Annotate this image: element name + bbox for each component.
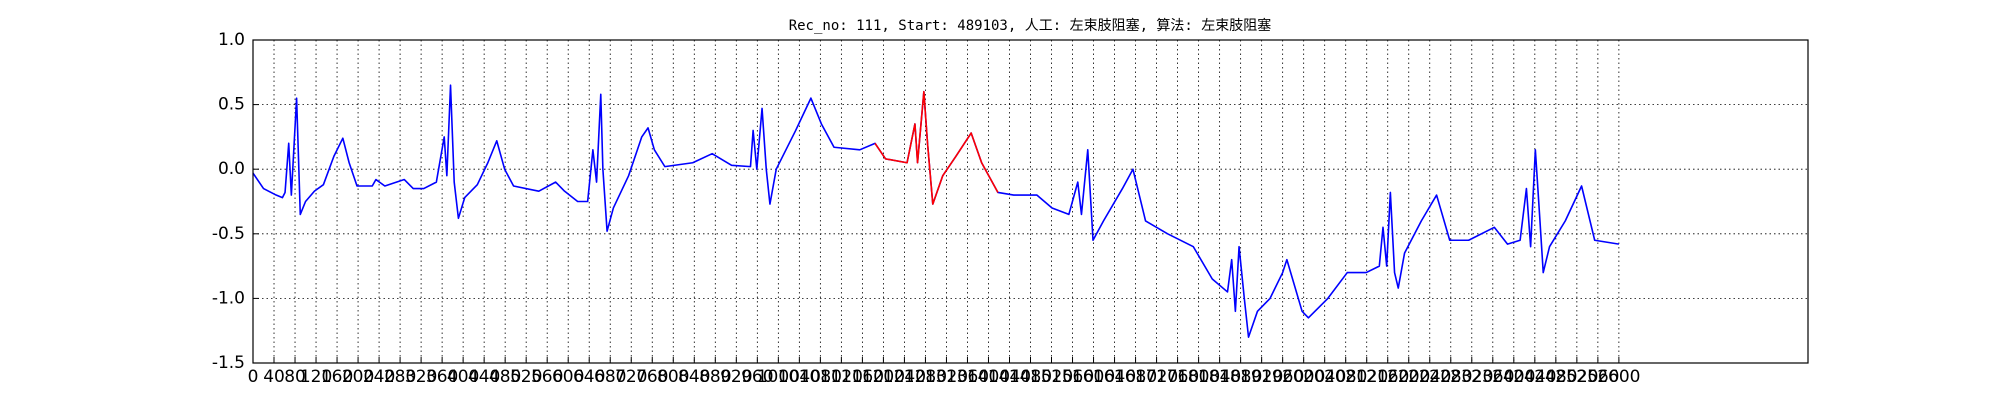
x-tick-label: 1600 [1072,367,1115,387]
x-tick-label: 2480 [1534,367,1577,387]
x-tick-label: 800 [657,367,689,387]
x-tick-label: 1960 [1261,367,1304,387]
x-tick-label: 1720 [1135,367,1178,387]
x-tick-label: 360 [426,367,458,387]
x-tick-label: 2280 [1429,367,1472,387]
y-tick-label: -1.5 [212,353,245,373]
x-tick-label: 400 [447,367,479,387]
x-tick-label: 440 [468,367,500,387]
x-tick-label: 1320 [925,367,968,387]
x-tick-label: 1480 [1009,367,1052,387]
x-tick-label: 1520 [1030,367,1073,387]
x-tick-label: 1760 [1156,367,1199,387]
x-tick-label: 1120 [820,367,863,387]
x-tick-label: 640 [573,367,605,387]
x-tick-label: 2080 [1324,367,1367,387]
x-tick-label: 160 [321,367,353,387]
x-tick-label: 2560 [1576,367,1619,387]
x-tick-label: 2520 [1555,367,1598,387]
x-tick-label: 2440 [1513,367,1556,387]
x-tick-label: 200 [342,367,374,387]
x-tick-label: 2360 [1471,367,1514,387]
x-tick-label: 960 [741,367,773,387]
x-tick-label: 1000 [757,367,800,387]
x-tick-label: 240 [363,367,395,387]
series-line [874,90,999,205]
x-tick-label: 1440 [988,367,1031,387]
x-tick-label: 760 [636,367,668,387]
x-tick-label: 2160 [1366,367,1409,387]
x-tick-label: 1080 [799,367,842,387]
x-tick-label: 2400 [1492,367,1535,387]
x-tick-label: 1040 [778,367,821,387]
x-tick-label: 1640 [1093,367,1136,387]
x-tick-label: 920 [720,367,752,387]
x-tick-label: 2000 [1282,367,1325,387]
x-tick-label: 1680 [1114,367,1157,387]
x-tick-label: 840 [678,367,710,387]
y-tick-label: 1.0 [218,30,245,50]
x-tick-label: 680 [594,367,626,387]
x-tick-label: 1240 [883,367,926,387]
x-tick-label: 2120 [1345,367,1388,387]
x-tick-label: 600 [552,367,584,387]
y-tick-label: 0.0 [218,159,245,179]
x-tick-label: 40 [263,367,285,387]
x-tick-label: 1400 [967,367,1010,387]
x-tick-label: 1800 [1177,367,1220,387]
x-tick-label: 520 [510,367,542,387]
x-tick-label: 1360 [946,367,989,387]
x-tick-label: 2040 [1303,367,1346,387]
chart-title: Rec_no: 111, Start: 489103, 人工: 左束肢阻塞, 算… [789,17,1272,34]
x-tick-label: 2200 [1387,367,1430,387]
x-tick-label: 1840 [1198,367,1241,387]
x-tick-label: 1560 [1051,367,1094,387]
x-tick-label: 80 [284,367,306,387]
plot-frame [252,39,1809,364]
y-tick-label: 0.5 [218,95,245,115]
x-tick-label: 1880 [1219,367,1262,387]
x-tick-label: 480 [489,367,521,387]
x-tick-label: 2240 [1408,367,1451,387]
x-tick-label: 720 [615,367,647,387]
x-tick-label: 2320 [1450,367,1493,387]
x-tick-label: 1160 [841,367,884,387]
x-tick-label: 1280 [904,367,947,387]
y-tick-label: -1.0 [212,288,245,308]
x-tick-label: 1200 [862,367,905,387]
x-tick-label: 880 [699,367,731,387]
x-tick-label: 120 [300,367,332,387]
x-tick-label: 280 [384,367,416,387]
x-tick-label: 2600 [1597,367,1640,387]
x-tick-label: 560 [531,367,563,387]
x-tick-label: 1920 [1240,367,1283,387]
y-tick-label: -0.5 [212,224,245,244]
x-tick-label: 0 [248,367,259,387]
x-tick-label: 320 [405,367,437,387]
